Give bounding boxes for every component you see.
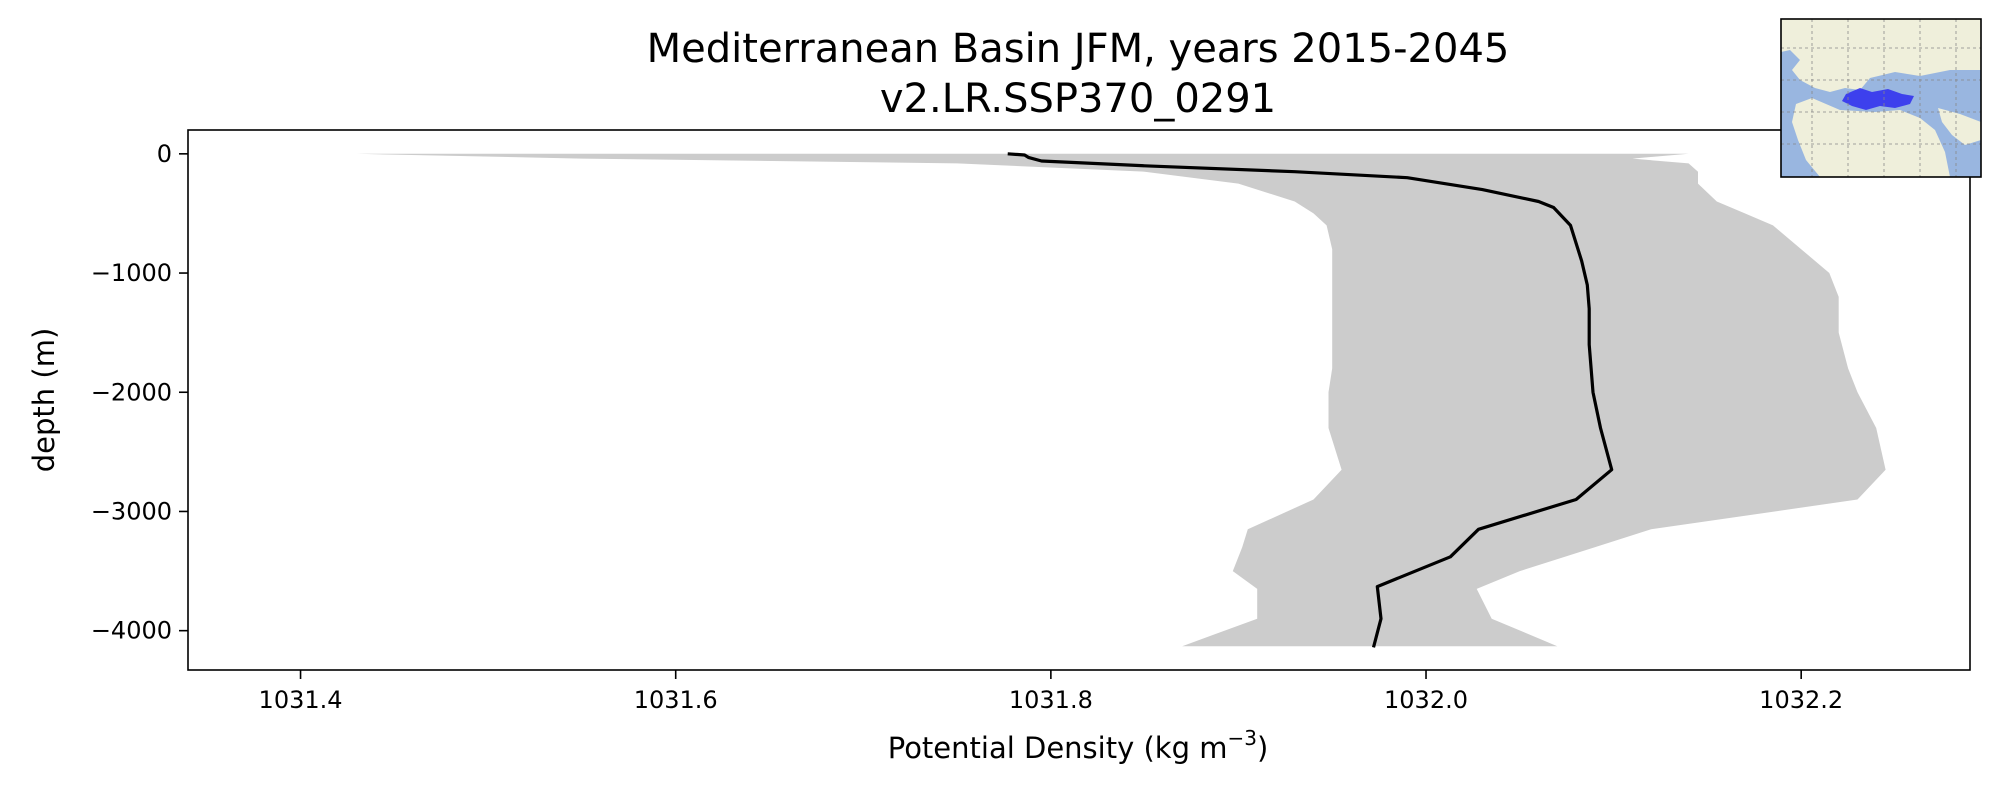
inset-map-land-arabia [1938,108,1981,145]
plot-axes-frame [187,129,1971,671]
x-tick-label: 1031.4 [259,686,343,714]
inset-map-land-africa [1792,98,1950,177]
inset-region-map [1780,18,1982,178]
y-tick-label: 0 [157,140,172,168]
x-axis-label-text: Potential Density (kg m [888,731,1228,765]
y-tick-label: −4000 [91,617,172,645]
y-tick-label: −2000 [91,378,172,406]
density-range-envelope [356,153,1886,647]
inset-map-graticule [1781,19,1981,177]
x-tick-label: 1031.8 [1009,686,1093,714]
y-axis-label: depth (m) [27,328,61,473]
y-axis-ticks: 0 −1000 −2000 −3000 −4000 [91,140,188,645]
mean-profile-line [1007,152,1614,648]
range-envelope-area [356,153,1886,647]
chart-title: Mediterranean Basin JFM, years 2015-2045 [647,26,1510,72]
x-tick-label: 1032.0 [1384,686,1468,714]
inset-map-frame [1780,18,1982,178]
mean-density-profile [1007,152,1614,648]
y-tick-label: −3000 [91,497,172,525]
inset-map-land-europe [1781,19,1981,92]
y-tick-label: −1000 [91,259,172,287]
chart-subtitle: v2.LR.SSP370_0291 [880,76,1276,122]
x-tick-label: 1031.6 [634,686,718,714]
x-axis-label: Potential Density (kg m−3) [888,726,1269,765]
x-tick-label: 1032.2 [1759,686,1843,714]
x-axis-label-close: ) [1257,731,1268,765]
x-axis-ticks: 1031.4 1031.6 1031.8 1032.0 1032.2 [259,670,1843,714]
inset-map-mediterranean-highlight [1842,88,1914,110]
x-axis-label-unit-exponent: −3 [1227,726,1256,750]
